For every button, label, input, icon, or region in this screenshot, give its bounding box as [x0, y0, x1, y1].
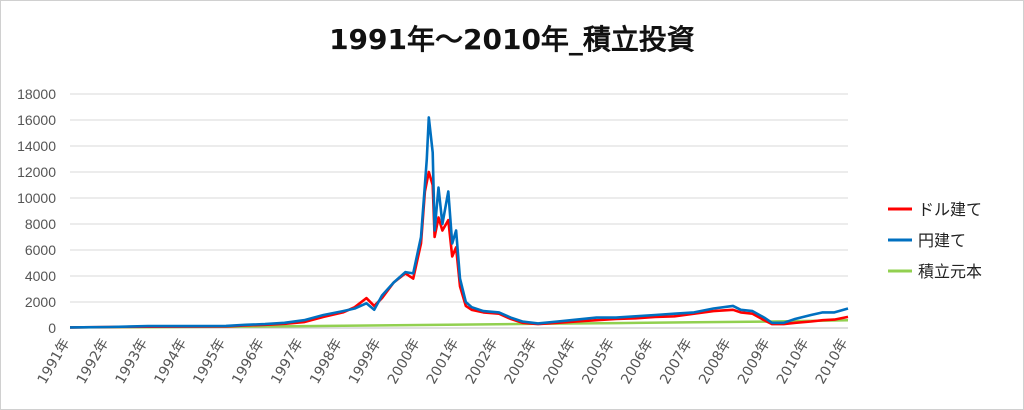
y-tick-label: 2000 [25, 294, 56, 310]
x-tick-label: 2000年 [385, 336, 424, 387]
y-axis-ticks: 0 2000 4000 6000 8000 10000 12000 14000 16000 180… [17, 86, 56, 336]
x-tick-label: 2005年 [579, 336, 618, 387]
chart-title: 1991年～2010年_積立投資 [329, 23, 695, 56]
y-tick-label: 18000 [17, 86, 56, 102]
x-tick-label: 2003年 [502, 336, 541, 387]
x-tick-label: 1991年 [35, 336, 74, 387]
x-axis-ticks: 1991年 1992年 1993年 1994年 1995年 1996年 1997年 1998年… [35, 336, 852, 387]
y-tick-label: 16000 [17, 112, 56, 128]
x-tick-label: 1994年 [151, 336, 190, 387]
y-tick-label: 6000 [25, 242, 56, 258]
x-tick-label: 2008年 [696, 336, 735, 387]
x-tick-label: 2002年 [463, 336, 502, 387]
y-tick-label: 10000 [17, 190, 56, 206]
x-tick-label: 1998年 [307, 336, 346, 387]
x-tick-label: 2010年 [813, 336, 852, 387]
x-tick-label: 1995年 [190, 336, 229, 387]
grid-layer [70, 93, 848, 329]
x-tick-label: 2010年 [774, 336, 813, 387]
y-tick-label: 0 [48, 320, 56, 336]
series-layer [69, 116, 849, 329]
x-tick-label: 1997年 [268, 336, 307, 387]
legend-label: 積立元本 [918, 262, 982, 281]
x-tick-label: 1992年 [74, 336, 113, 387]
legend-label: 円建て [918, 231, 966, 250]
x-tick-label: 2007年 [657, 336, 696, 387]
x-tick-label: 1999年 [346, 336, 385, 387]
x-tick-label: 2004年 [540, 336, 579, 387]
y-tick-label: 4000 [25, 268, 56, 284]
series-line-2 [69, 116, 849, 329]
x-tick-label: 1996年 [229, 336, 268, 387]
y-tick-label: 12000 [17, 164, 56, 180]
x-tick-label: 2006年 [618, 336, 657, 387]
x-tick-label: 2001年 [424, 336, 463, 387]
x-tick-label: 2009年 [735, 336, 774, 387]
legend-label: ドル建て [918, 200, 982, 219]
y-tick-label: 14000 [17, 138, 56, 154]
y-tick-label: 8000 [25, 216, 56, 232]
x-tick-label: 1993年 [113, 336, 152, 387]
